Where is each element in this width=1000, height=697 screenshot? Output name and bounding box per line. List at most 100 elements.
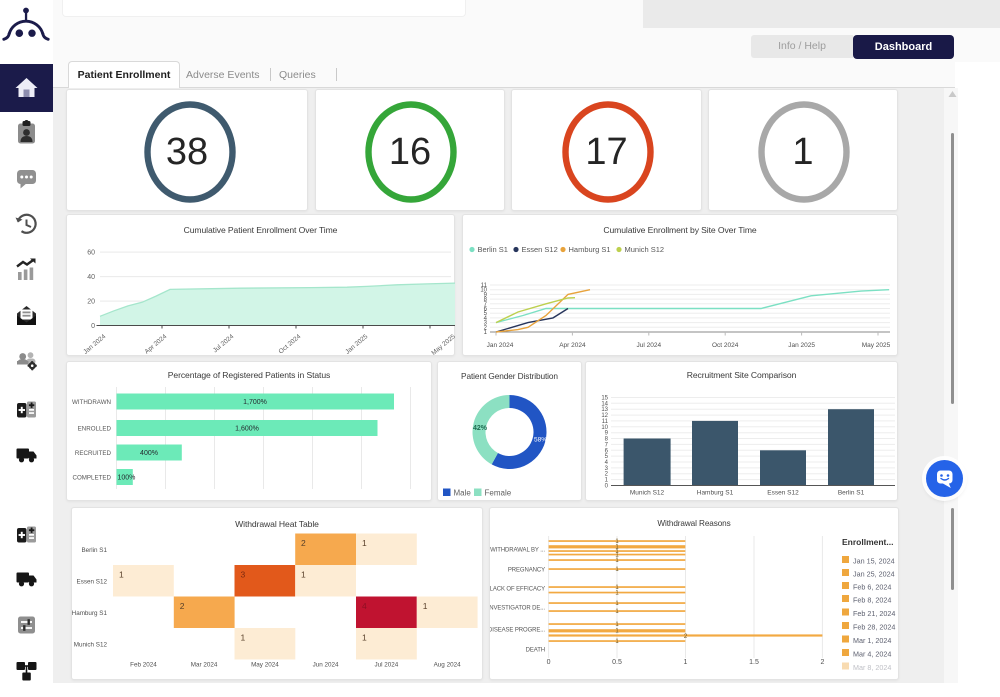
svg-text:4: 4 [484, 316, 488, 322]
svg-text:PREGNANCY: PREGNANCY [508, 568, 545, 574]
svg-text:Berlin S1: Berlin S1 [838, 490, 865, 497]
svg-text:Munich S12: Munich S12 [630, 490, 665, 497]
svg-text:14: 14 [601, 401, 608, 407]
svg-text:May 2025: May 2025 [862, 342, 891, 349]
svg-text:Berlin S1: Berlin S1 [478, 245, 508, 254]
svg-text:1: 1 [119, 570, 124, 580]
svg-text:0: 0 [91, 323, 95, 330]
svg-text:Mar 2024: Mar 2024 [191, 662, 218, 669]
svg-text:Essen S12: Essen S12 [767, 490, 799, 497]
svg-text:Mar 4, 2024: Mar 4, 2024 [853, 650, 891, 659]
svg-text:1: 1 [615, 567, 619, 573]
svg-text:400%: 400% [140, 450, 158, 457]
svg-text:12: 12 [601, 413, 608, 419]
svg-text:WITHDRAWAL BY ...: WITHDRAWAL BY ... [490, 548, 545, 554]
svg-text:1: 1 [615, 601, 619, 607]
svg-text:4: 4 [362, 601, 367, 611]
svg-text:Munich S12: Munich S12 [74, 642, 108, 649]
svg-text:42%: 42% [473, 425, 488, 432]
svg-text:1: 1 [241, 633, 246, 643]
svg-text:1: 1 [423, 601, 428, 611]
svg-text:INVESTIGATOR DE...: INVESTIGATOR DE... [490, 606, 545, 612]
svg-text:7: 7 [605, 442, 609, 448]
svg-text:5: 5 [484, 311, 488, 317]
svg-text:0: 0 [547, 659, 551, 666]
svg-text:3: 3 [605, 466, 609, 472]
svg-text:9: 9 [605, 431, 609, 437]
svg-text:Feb 6, 2024: Feb 6, 2024 [853, 583, 891, 592]
svg-text:Feb 2024: Feb 2024 [130, 662, 157, 669]
svg-text:8: 8 [484, 297, 488, 303]
svg-text:1,600%: 1,600% [235, 426, 259, 433]
svg-text:1: 1 [615, 622, 619, 628]
svg-text:1: 1 [615, 539, 619, 545]
svg-text:8: 8 [605, 437, 609, 443]
svg-text:1: 1 [615, 558, 619, 564]
svg-text:6: 6 [484, 307, 488, 313]
svg-text:1: 1 [615, 553, 619, 559]
svg-text:1,700%: 1,700% [243, 399, 267, 406]
svg-text:1: 1 [362, 633, 367, 643]
svg-text:Essen S12: Essen S12 [522, 245, 558, 254]
svg-text:Jan 2025: Jan 2025 [788, 342, 815, 349]
svg-text:Jul 2024: Jul 2024 [374, 662, 398, 669]
svg-text:DEATH: DEATH [526, 648, 545, 654]
svg-text:LACK OF EFFICACY: LACK OF EFFICACY [490, 587, 545, 593]
svg-text:1.5: 1.5 [749, 659, 759, 666]
svg-text:May 2024: May 2024 [251, 662, 279, 669]
svg-text:11: 11 [602, 419, 609, 425]
svg-text:4: 4 [605, 460, 609, 466]
svg-text:2: 2 [180, 601, 185, 611]
svg-text:0: 0 [605, 484, 609, 490]
svg-text:Mar 8, 2024: Mar 8, 2024 [853, 663, 891, 672]
svg-text:7: 7 [484, 302, 488, 308]
svg-text:Jan 15, 2024: Jan 15, 2024 [853, 557, 895, 566]
svg-text:11: 11 [481, 283, 488, 289]
svg-text:Hamburg S1: Hamburg S1 [72, 610, 107, 617]
svg-text:2: 2 [684, 634, 688, 640]
svg-text:Feb 28, 2024: Feb 28, 2024 [853, 623, 895, 632]
svg-text:60: 60 [87, 250, 95, 257]
svg-text:1: 1 [615, 549, 619, 555]
svg-text:Male: Male [454, 489, 472, 498]
svg-text:Jan 2025: Jan 2025 [344, 333, 369, 356]
svg-text:Female: Female [485, 489, 512, 498]
svg-text:2: 2 [820, 659, 824, 666]
svg-text:0.5: 0.5 [612, 659, 622, 666]
svg-text:Jul 2024: Jul 2024 [637, 342, 662, 349]
svg-text:2: 2 [301, 538, 306, 548]
svg-text:Jun 2024: Jun 2024 [313, 662, 339, 669]
svg-text:1: 1 [684, 659, 688, 666]
svg-text:Oct 2024: Oct 2024 [712, 342, 739, 349]
svg-text:ENROLLED: ENROLLED [78, 426, 112, 433]
svg-text:3: 3 [484, 321, 488, 327]
svg-text:2: 2 [484, 325, 488, 331]
svg-text:1: 1 [615, 639, 619, 645]
svg-text:20: 20 [87, 299, 95, 306]
svg-text:Apr 2024: Apr 2024 [144, 333, 169, 356]
svg-text:15: 15 [601, 396, 608, 402]
svg-text:Apr 2024: Apr 2024 [559, 342, 586, 349]
svg-text:1: 1 [615, 585, 619, 591]
svg-text:13: 13 [601, 407, 608, 413]
svg-text:Feb 8, 2024: Feb 8, 2024 [853, 596, 891, 605]
svg-text:6: 6 [605, 448, 609, 454]
svg-text:1: 1 [615, 545, 619, 551]
svg-text:Jan 2024: Jan 2024 [82, 333, 107, 356]
svg-text:Enrollment...: Enrollment... [842, 537, 893, 547]
svg-text:Munich S12: Munich S12 [625, 245, 665, 254]
svg-text:1: 1 [605, 478, 609, 484]
svg-text:Oct 2024: Oct 2024 [278, 333, 303, 356]
svg-text:5: 5 [605, 454, 609, 460]
svg-text:Aug 2024: Aug 2024 [434, 662, 461, 669]
svg-text:2: 2 [605, 472, 609, 478]
svg-text:1: 1 [484, 330, 488, 336]
svg-text:Jan 2024: Jan 2024 [487, 342, 514, 349]
svg-text:10: 10 [480, 288, 487, 294]
svg-text:RECRUITED: RECRUITED [75, 450, 112, 457]
svg-text:Hamburg S1: Hamburg S1 [569, 245, 611, 254]
svg-text:Feb 21, 2024: Feb 21, 2024 [853, 609, 895, 618]
svg-text:9: 9 [484, 292, 488, 298]
svg-text:DISEASE PROGRE...: DISEASE PROGRE... [490, 628, 545, 634]
svg-text:Jul 2024: Jul 2024 [212, 333, 236, 354]
